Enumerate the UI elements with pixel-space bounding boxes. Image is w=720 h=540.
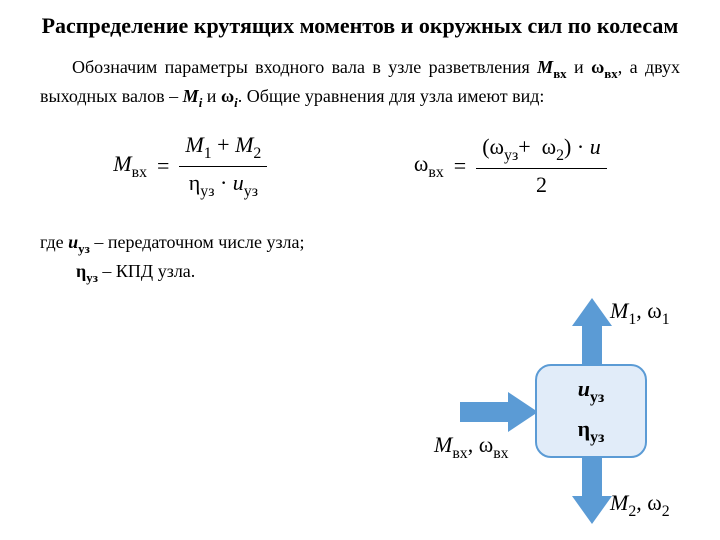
f2-lhs-sub: вх — [428, 164, 443, 181]
f1-lhs-sub: вх — [132, 164, 147, 181]
sym-omega-in-sub: вх — [604, 66, 617, 81]
sym-M-i-sub: i — [199, 95, 203, 110]
intro-paragraph: Обозначим параметры входного вала в узле… — [40, 54, 680, 113]
label-output-1: M1, ω1 — [610, 298, 670, 328]
f2-lpar: ( — [482, 134, 489, 159]
f2-w2: ω — [542, 134, 556, 159]
equals: = — [157, 155, 169, 177]
f1-M2-sub: 2 — [253, 145, 261, 162]
where-text: – КПД узла. — [98, 261, 195, 281]
f2-u: u — [590, 134, 601, 159]
f2-fraction: (ωуз+ ω2) · u 2 — [476, 132, 606, 200]
text: Обозначим параметры входного вала в узле… — [72, 57, 537, 77]
where-line-1: где uуз – передаточном числе узла; — [40, 229, 680, 259]
f1-lhs-M: M — [113, 151, 131, 176]
f1-M1: M — [185, 132, 203, 157]
f2-w1: ω — [490, 134, 504, 159]
page-title: Распределение крутящих моментов и окружн… — [40, 12, 680, 40]
f2-den: 2 — [530, 170, 553, 200]
where-u-sub: уз — [78, 241, 90, 256]
equals: = — [454, 155, 466, 177]
formulas-row: Mвх = M1 + M2 ηуз · uуз ωвх = (ωуз+ ω — [40, 130, 680, 202]
arrow-down-icon — [572, 454, 612, 524]
where-eta: η — [76, 261, 86, 281]
f1-dot: · — [214, 170, 232, 195]
arrow-up-icon — [572, 298, 612, 368]
where-text: – передаточном числе узла; — [90, 232, 305, 252]
where-u: u — [68, 232, 78, 252]
node-u-label: uуз — [578, 376, 605, 406]
where-block: где uуз – передаточном числе узла; ηуз –… — [40, 229, 680, 288]
label-input: Mвх, ωвх — [434, 432, 509, 462]
f1-eta-sub: уз — [200, 183, 214, 200]
formula-omega: ωвх = (ωуз+ ω2) · u 2 — [414, 132, 607, 200]
node-diagram: uуз ηуз M1, ω1 M2, ω2 Mвх, ωвх — [400, 280, 680, 530]
f1-M1-sub: 1 — [204, 145, 212, 162]
sym-omega-i: ω — [221, 86, 234, 106]
f1-u: u — [233, 170, 244, 195]
node-eta-label: ηуз — [578, 416, 605, 446]
f2-w1-sub: уз — [504, 147, 518, 164]
where-eta-sub: уз — [86, 270, 98, 285]
f1-u-sub: уз — [244, 183, 258, 200]
f2-plus: + — [518, 134, 536, 159]
sym-omega-i-sub: i — [234, 95, 238, 110]
sym-M-i: M — [183, 86, 199, 106]
f1-plus: + — [212, 132, 235, 157]
node-box: uуз ηуз — [535, 364, 647, 458]
f1-fraction: M1 + M2 ηуз · uуз — [179, 130, 267, 202]
text: . Общие уравнения для узла имеют вид: — [238, 86, 545, 106]
sym-M-in: M — [537, 57, 553, 77]
sym-omega-in: ω — [591, 57, 604, 77]
where-text: где — [40, 232, 68, 252]
f2-dot: · — [571, 134, 589, 159]
arrow-right-icon — [460, 392, 538, 432]
sym-M-in-sub: вх — [553, 66, 566, 81]
f1-eta: η — [189, 170, 201, 195]
text: и — [567, 57, 591, 77]
label-output-2: M2, ω2 — [610, 490, 670, 520]
text: и — [202, 86, 221, 106]
f1-M2: M — [235, 132, 253, 157]
f2-w2-sub: 2 — [556, 147, 564, 164]
formula-torque: Mвх = M1 + M2 ηуз · uуз — [113, 130, 267, 202]
f2-lhs-w: ω — [414, 151, 428, 176]
